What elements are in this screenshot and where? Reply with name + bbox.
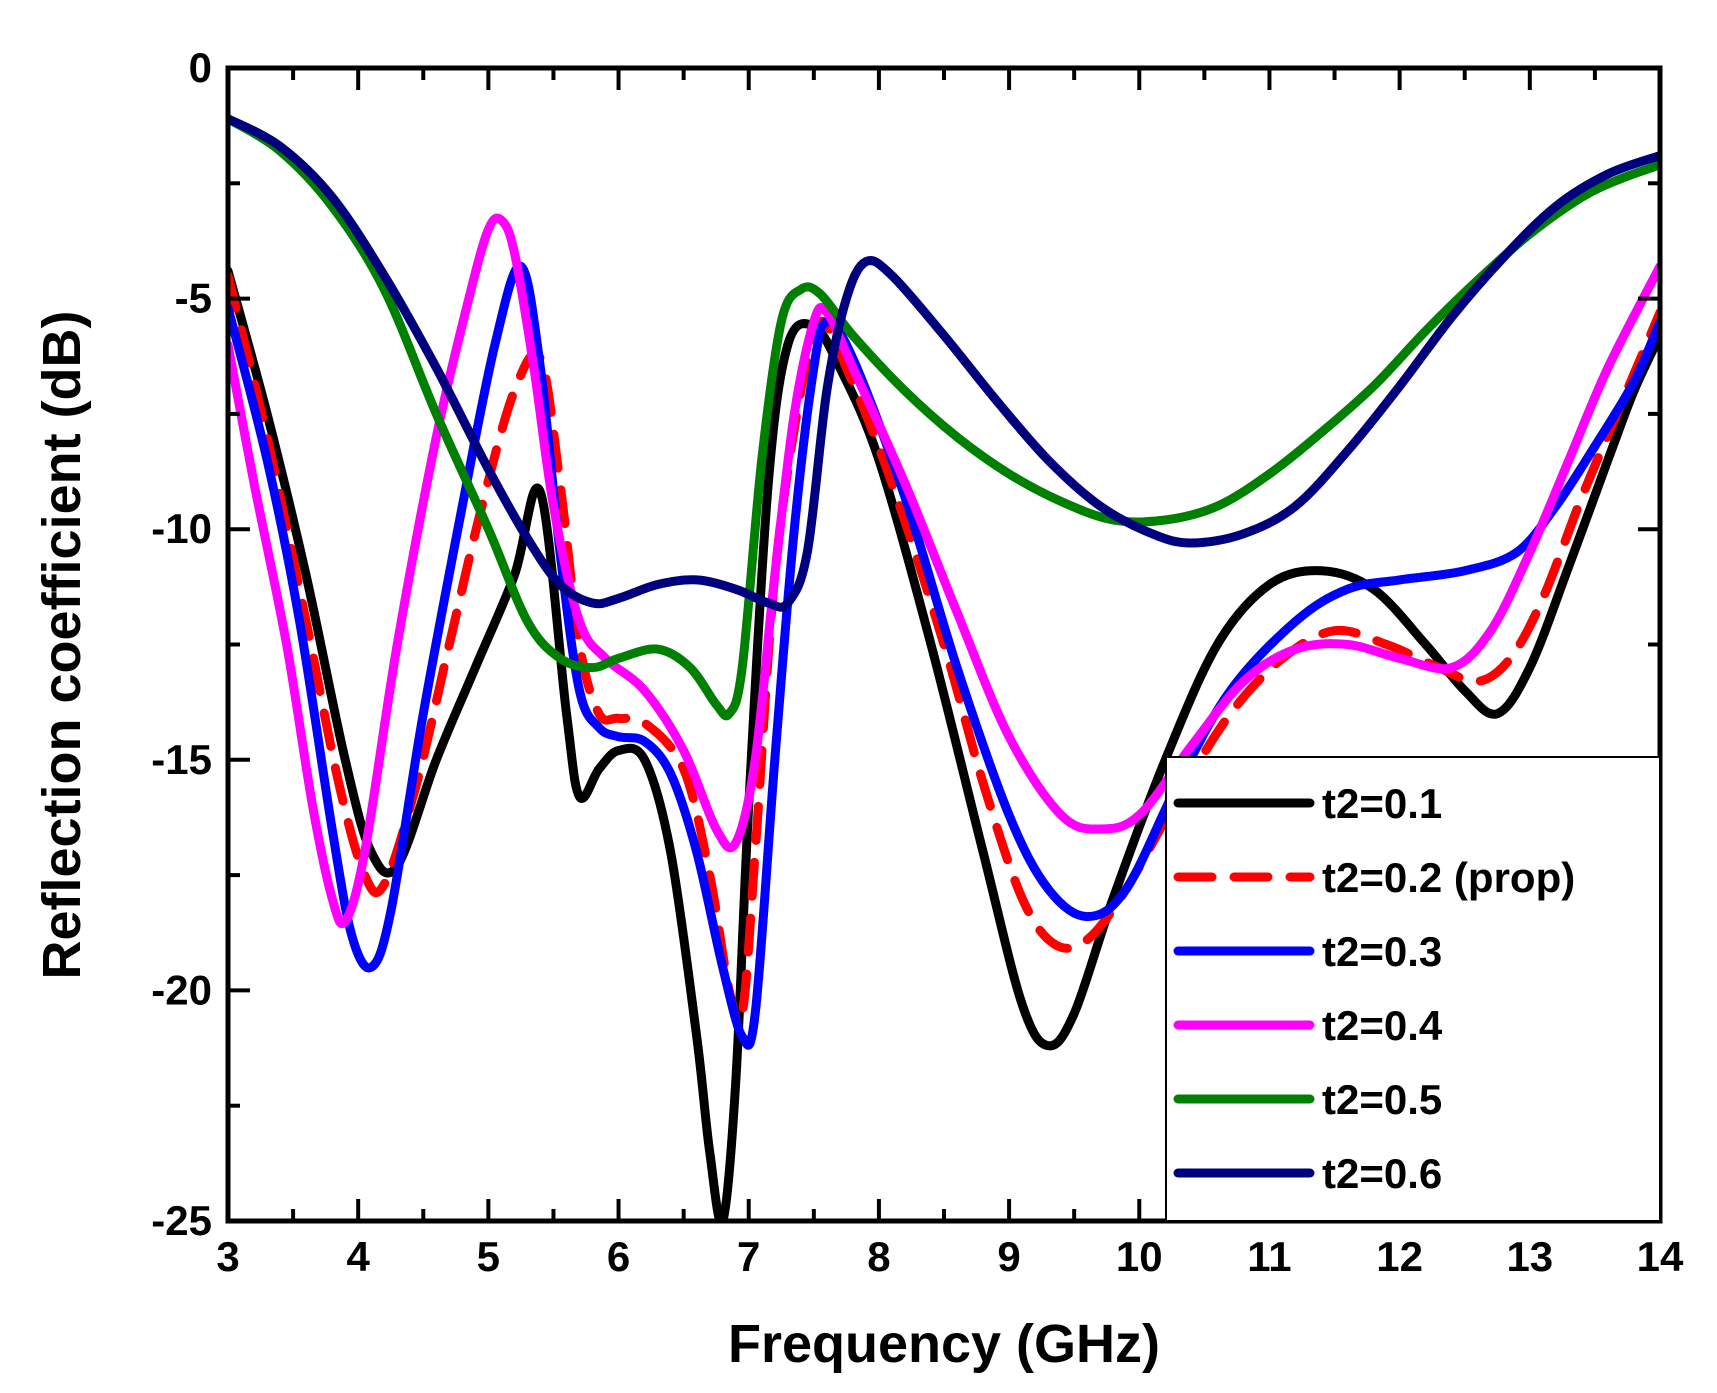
x-tick-label: 6 [607,1233,630,1280]
x-axis-title: Frequency (GHz) [728,1314,1160,1374]
ticks-layer: 3 4 5 6 7 8 9 10 11 12 13 14 0 -5 -10 -15 -20 -25 [151,44,1684,1280]
series-line-3 [228,261,1660,1050]
legend-label: t2=0.5 [1322,1076,1442,1123]
legend-label: t2=0.1 [1322,780,1442,827]
y-tick-label: -20 [151,966,212,1013]
legend-label: t2=0.4 [1322,1002,1443,1049]
y-tick-label: -15 [151,736,212,783]
series-line-6 [228,114,1660,612]
legend-label: t2=0.2 (prop) [1322,854,1575,901]
x-tick-label: 8 [867,1233,890,1280]
x-tick-label: 9 [997,1233,1020,1280]
x-tick-label: 5 [477,1233,500,1280]
x-tick-label: 10 [1116,1233,1163,1280]
legend-box [1165,756,1661,1222]
y-tick-label: -25 [151,1197,212,1244]
y-tick-label: -10 [151,505,212,552]
x-tick-label: 3 [216,1233,239,1280]
x-tick-label: 7 [737,1233,760,1280]
x-tick-label: 13 [1506,1233,1553,1280]
legend-label: t2=0.3 [1322,928,1442,975]
series-line-5 [228,114,1660,721]
series-layer [228,114,1660,1221]
x-tick-label: 4 [347,1233,371,1280]
legend-label: t2=0.6 [1322,1150,1442,1197]
y-axis-title: Reflection coefficient (dB) [32,310,92,979]
y-tick-label: 0 [189,44,212,91]
x-tick-label: 14 [1637,1233,1684,1280]
legend: t2=0.1 t2=0.2 (prop) t2=0.3 t2=0.4 t2=0.5 t2=… [1165,756,1661,1222]
series-line-4 [228,213,1660,929]
y-tick-label: -5 [175,275,212,322]
series-line-1 [228,266,1660,1221]
x-tick-label: 11 [1247,1233,1291,1280]
x-tick-label: 12 [1376,1233,1423,1280]
